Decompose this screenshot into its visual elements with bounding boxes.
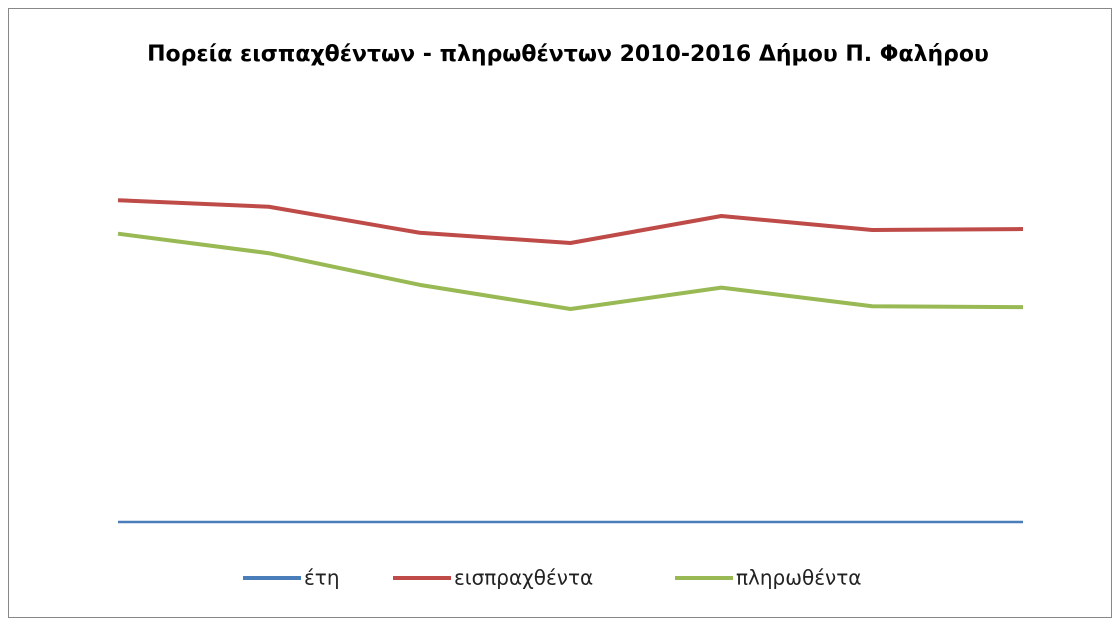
legend-label: εισπραχθέντα [454,566,593,590]
legend-label: έτη [304,566,340,590]
series-line [118,200,1023,243]
legend-label: πληρωθέντα [736,566,861,590]
